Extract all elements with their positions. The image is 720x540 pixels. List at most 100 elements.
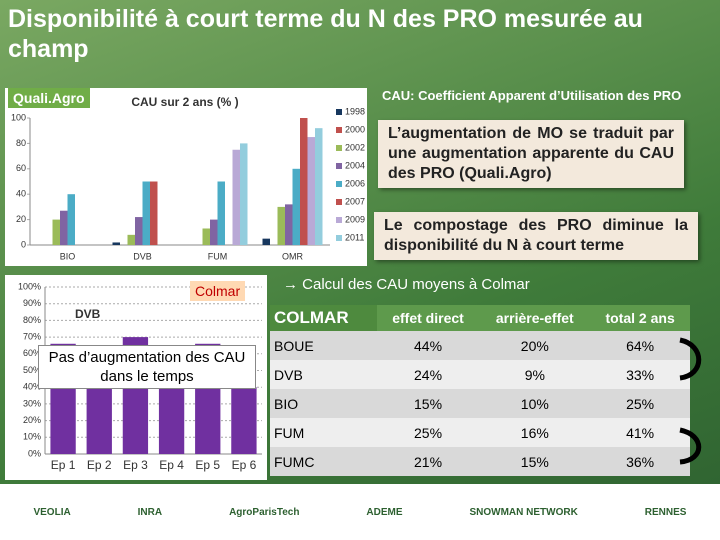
y-tick-label: 40 <box>16 189 26 199</box>
x-tick-label: Ep 4 <box>159 458 184 472</box>
table-cell: 21% <box>376 447 480 476</box>
x-tick-label: OMR <box>282 251 303 261</box>
table-cell: 36% <box>590 447 690 476</box>
y-tick-label: 80% <box>23 315 41 325</box>
table-cell: BOUE <box>270 331 377 360</box>
bar <box>112 242 120 245</box>
table-row: FUMC 21% 15% 36% <box>270 447 690 476</box>
legend-swatch <box>336 163 342 169</box>
legend-swatch <box>336 109 342 115</box>
table-cell: 24% <box>376 360 480 389</box>
legend-swatch <box>336 235 342 241</box>
bar <box>231 387 257 454</box>
table-row: BOUE 44% 20% 64% <box>270 331 690 360</box>
bar <box>217 181 225 245</box>
bar <box>277 206 285 245</box>
bar <box>315 128 323 245</box>
legend-swatch <box>336 181 342 187</box>
table-cell: 33% <box>590 360 690 389</box>
legend-label: 2004 <box>345 160 365 170</box>
bar <box>60 210 68 245</box>
x-tick-label: Ep 3 <box>123 458 148 472</box>
x-tick-label: DVB <box>133 251 152 261</box>
x-tick-label: Ep 1 <box>51 458 76 472</box>
y-tick-label: 0% <box>28 448 41 458</box>
bar <box>150 181 158 245</box>
x-tick-label: Ep 2 <box>87 458 112 472</box>
bar <box>127 234 135 245</box>
bar <box>307 137 315 245</box>
table-cell: 10% <box>479 389 591 418</box>
logo-strip: VEOLIA INRA AgroParisTech ADEME SNOWMAN NETW… <box>0 484 720 540</box>
table-header: COLMAR effet direct arrière-effet total 2 a… <box>270 305 690 331</box>
table-cell: 9% <box>479 360 591 389</box>
bar <box>135 217 143 245</box>
table-row: FUM 25% 16% 41% <box>270 418 690 447</box>
table-cell: 64% <box>590 331 690 360</box>
y-tick-label: 20% <box>23 415 41 425</box>
header-cell: effet direct <box>376 305 480 331</box>
y-tick-label: 50% <box>23 365 41 375</box>
header-cell: COLMAR <box>270 305 377 331</box>
y-tick-label: 60% <box>23 348 41 358</box>
logo: SNOWMAN NETWORK <box>469 506 578 518</box>
logo: ADEME <box>366 506 403 518</box>
logo: VEOLIA <box>33 506 71 518</box>
y-tick-label: 70% <box>23 331 41 341</box>
y-tick-label: 20 <box>16 214 26 224</box>
table-row: BIO 15% 10% 25% <box>270 389 690 418</box>
table-cell: 15% <box>479 447 591 476</box>
colmar-note: → Calcul des CAU moyens à Colmar <box>283 276 530 293</box>
table-cell: 25% <box>590 389 690 418</box>
cau-definition: CAU: Coefficient Apparent d’Utilisation … <box>382 88 682 103</box>
box1: L’augmentation de MO se traduit par une … <box>378 120 684 188</box>
y-tick-label: 100% <box>18 281 41 291</box>
bar <box>232 149 240 245</box>
legend-swatch <box>336 217 342 223</box>
table-cell: FUMC <box>270 447 377 476</box>
logo: AgroParisTech <box>229 506 300 518</box>
bar <box>300 118 308 245</box>
qualiagro-tag: Quali.Agro <box>8 88 90 108</box>
y-tick-label: 80 <box>16 138 26 148</box>
legend-swatch <box>336 127 342 133</box>
y-tick-label: 60 <box>16 163 26 173</box>
legend-label: 1998 <box>345 106 365 116</box>
bar <box>262 238 270 245</box>
legend-label: 2011 <box>345 232 364 242</box>
x-tick-label: Ep 6 <box>232 458 257 472</box>
header-cell: total 2 ans <box>590 305 690 331</box>
legend-label: 2009 <box>345 214 365 224</box>
table-cell: 25% <box>376 418 480 447</box>
table-cell: FUM <box>270 418 377 447</box>
table-cell: 16% <box>479 418 591 447</box>
bar <box>240 143 248 245</box>
table-cell: 15% <box>376 389 480 418</box>
legend-swatch <box>336 199 342 205</box>
table-body: BOUE 44% 20% 64% DVB 24% 9% 33% BIO 15% 10% 25% FUM 2… <box>270 331 690 476</box>
bar <box>67 194 75 245</box>
table-cell: BIO <box>270 389 377 418</box>
table-cell: 41% <box>590 418 690 447</box>
bar <box>202 228 210 245</box>
table-cell: DVB <box>270 360 377 389</box>
header-cell: arrière-effet <box>479 305 591 331</box>
y-tick-label: 90% <box>23 298 41 308</box>
legend-label: 2006 <box>345 178 365 188</box>
y-tick-label: 10% <box>23 432 41 442</box>
y-tick-label: 30% <box>23 398 41 408</box>
box2: Le compostage des PRO diminue la disponi… <box>374 212 698 260</box>
x-tick-label: BIO <box>60 251 76 261</box>
chart-title: CAU sur 2 ans (% ) <box>131 95 238 109</box>
legend-label: 2007 <box>345 196 365 206</box>
bar <box>285 204 293 245</box>
y-tick-label: 100 <box>11 112 26 122</box>
bar <box>142 181 150 245</box>
colmar-table: COLMAR effet direct arrière-effet total 2 a… <box>270 305 690 476</box>
slide-title: Disponibilité à court terme du N des PRO… <box>8 5 643 63</box>
bar <box>52 219 60 245</box>
x-tick-label: FUM <box>208 251 228 261</box>
legend-label: 2002 <box>345 142 365 152</box>
